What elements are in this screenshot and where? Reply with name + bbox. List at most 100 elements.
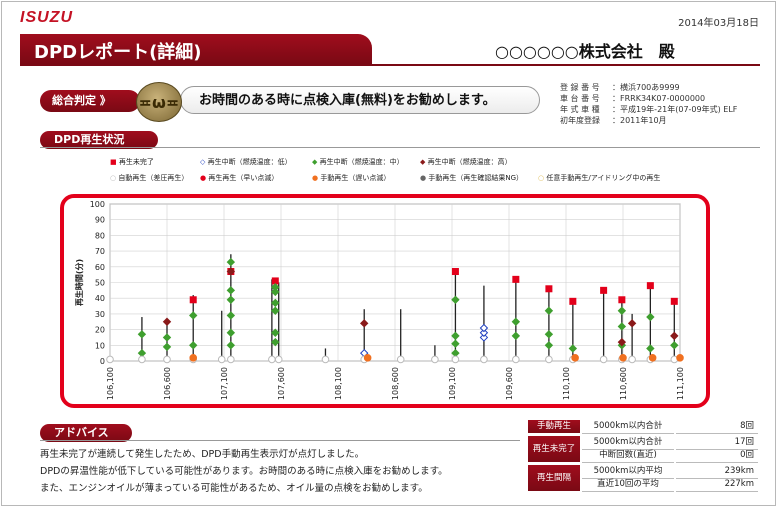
data-point-diamond [479,333,489,342]
data-point-diamond [271,328,280,337]
data-point-circle [274,355,283,364]
stats-label: 再生間隔 [528,465,580,491]
data-point-diamond [162,317,172,326]
x-tick-label: 107,600 [277,367,286,400]
legend-item: ◇ 再生中断（燃焼温度：低） [200,158,292,166]
legend-item: ◆ 再生中断（燃焼温度：中） [312,158,404,166]
y-tick-label: 80 [95,231,105,240]
data-point-diamond [479,323,489,333]
page-title: DPDレポート(詳細) [34,42,202,63]
data-point-diamond [617,337,627,347]
data-point-circle [396,355,405,364]
stats-value: 227km [676,478,758,492]
data-point-diamond [162,342,172,352]
data-point-circle [217,355,226,364]
stats-value: 17回 [676,436,758,450]
data-point-diamond [226,295,236,304]
data-point-diamond [617,322,627,331]
data-point-square [189,296,197,304]
advice-heading: アドバイス [40,424,132,442]
x-tick-label: 111,100 [676,367,685,400]
chart-legend: ■ 再生未完了 ◇ 再生中断（燃焼温度：低） ◆ 再生中断（燃焼温度：中） ◆ … [110,157,710,191]
data-point-circle [676,354,684,362]
stats-sub: 中断回数(直近) [582,449,674,463]
vehicle-info-row: 年 式 車 種：平成19年-21年(07-09年式) ELF [560,105,738,114]
red-circle-icon: ● [200,174,207,182]
report-date: 2014年03月18日 [678,18,759,29]
yellow-circle-icon: ○ [538,174,545,182]
data-point-circle [106,355,114,364]
y-tick-label: 0 [100,357,105,366]
legend-item: ● 手動再生（遅い点滅） [312,174,391,182]
stats-label: 手動再生 [528,420,580,433]
worried-face-icon: ≖ω≖ [136,82,182,122]
advice-line: 再生未完了が連続して発生したため、DPD手動再生表示灯が点灯しました。 [40,449,365,460]
data-point-diamond [544,330,554,339]
data-point-square [646,282,654,290]
data-point-square [600,286,608,294]
data-point-circle [571,354,579,362]
legend-item: ○ 任意手動再生/アイドリング中の再生 [538,174,661,182]
y-tick-label: 60 [95,263,105,272]
legend-item: ○ 自動再生（差圧再生） [110,174,189,182]
vehicle-info-row: 初年度登録 ：2011年10月 [560,116,667,125]
data-point-diamond [271,298,280,308]
advice-underline [40,440,520,441]
data-point-square [618,296,626,304]
data-point-diamond [271,283,280,292]
data-point-diamond [511,317,521,326]
legend-item: ● 手動再生（再生確認結果NG） [420,174,524,182]
x-tick-label: 109,100 [448,367,457,400]
data-point-diamond [646,312,655,322]
x-tick-label: 110,100 [562,367,571,400]
data-point-diamond [226,311,236,320]
data-point-diamond [162,333,172,342]
vehicle-info-row: 車 台 番 号：FRRK34K07-0000000 [560,94,706,103]
legend-item: ● 再生再生（早い点滅） [200,174,279,182]
data-point-circle [451,355,460,364]
data-point-diamond [544,341,554,350]
data-point-diamond [670,341,679,350]
data-point-circle [628,355,636,364]
x-tick-label: 107,100 [220,367,229,400]
data-point-diamond [226,257,236,267]
data-point-circle [189,354,198,362]
data-point-diamond [451,339,460,348]
data-point-circle [545,355,553,364]
x-tick-label: 106,600 [163,367,172,400]
stats-value: 8回 [676,420,758,434]
advice-line: また、エンジンオイルが薄まっている可能性があるため、オイル量の点検をお勧めします… [40,483,428,494]
data-point-square [451,268,459,276]
data-point-circle [431,355,439,364]
dpd-status-heading: DPD再生状況 [40,131,158,149]
title-underline [20,64,760,66]
data-point-diamond [617,306,627,315]
data-point-circle [163,355,171,364]
legend-item: ■ 再生未完了 [110,158,154,166]
vehicle-info-row: 登 録 番 号：横浜700あ9999 [560,83,680,92]
data-point-diamond [544,306,554,315]
data-point-diamond [271,287,280,297]
isuzu-logo: ISUZU [20,9,73,26]
advice-text: 再生未完了が連続して発生したため、DPD手動再生表示灯が点灯しました。 DPDの… [40,446,448,497]
data-point-diamond [451,331,460,341]
x-tick-label: 110,600 [619,367,628,400]
data-point-diamond [137,330,147,339]
y-tick-label: 70 [95,247,105,256]
y-tick-label: 90 [95,216,105,225]
data-point-diamond [226,341,236,350]
data-point-square [670,297,678,305]
blue-diamond-icon: ◇ [200,158,206,166]
data-point-diamond [226,267,236,276]
title-bar: DPDレポート(詳細) [20,34,372,64]
chart-frame: 0 10 20 30 40 50 60 70 80 90 100 106,100 106,600 107,… [60,194,710,408]
stats-value: 0回 [676,449,758,463]
data-point-diamond [646,344,655,353]
data-point-diamond [226,328,236,337]
y-tick-label: 50 [95,279,105,288]
data-point-circle [363,354,372,362]
x-tick-label: 108,600 [391,367,400,400]
company-name: ○○○○○○株式会社 殿 [495,42,675,61]
data-point-circle [321,355,330,364]
data-point-diamond [271,337,280,347]
